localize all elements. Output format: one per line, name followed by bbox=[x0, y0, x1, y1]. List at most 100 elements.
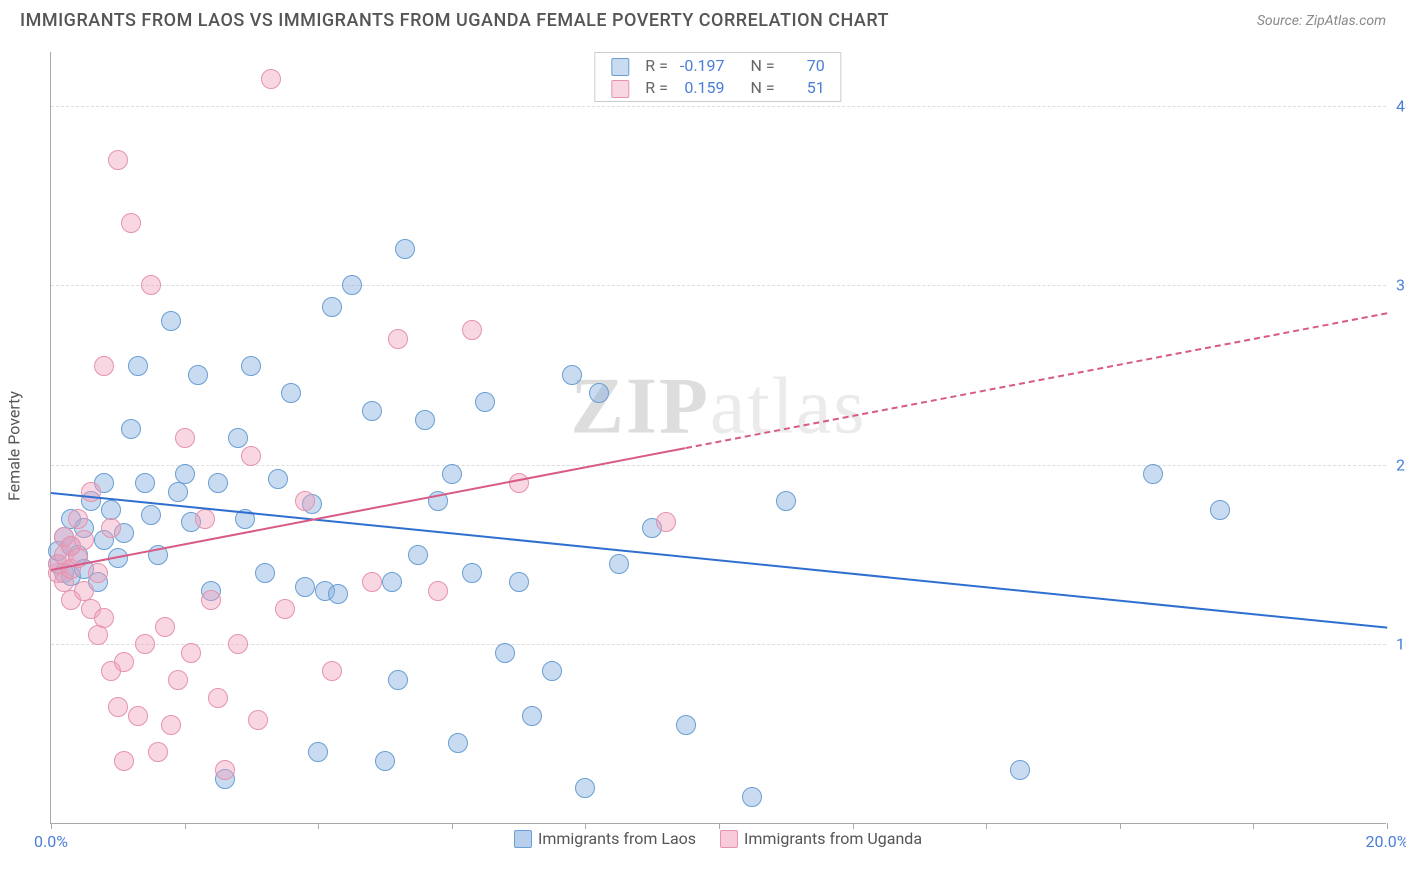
legend-swatch bbox=[611, 80, 629, 98]
x-tick bbox=[452, 823, 453, 829]
scatter-point bbox=[462, 563, 482, 583]
scatter-point bbox=[155, 617, 175, 637]
scatter-point bbox=[121, 213, 141, 233]
x-tick-label: 0.0% bbox=[34, 832, 68, 851]
trend-line bbox=[685, 312, 1387, 449]
scatter-point bbox=[228, 634, 248, 654]
gridline bbox=[51, 106, 1386, 107]
x-tick bbox=[318, 823, 319, 829]
scatter-point bbox=[656, 512, 676, 532]
source-attribution: Source: ZipAtlas.com bbox=[1257, 13, 1386, 29]
chart-area: ZIPatlas 10.0%20.0%30.0%40.0%0.0%20.0% R… bbox=[50, 52, 1386, 824]
legend-N-label: N = bbox=[745, 77, 781, 99]
scatter-point bbox=[382, 572, 402, 592]
scatter-point bbox=[589, 383, 609, 403]
legend-R-label: R = bbox=[639, 55, 674, 77]
scatter-point bbox=[161, 311, 181, 331]
plot-region: ZIPatlas 10.0%20.0%30.0%40.0%0.0%20.0% bbox=[50, 52, 1386, 824]
legend-swatch bbox=[720, 830, 738, 848]
legend-R-value: -0.197 bbox=[674, 55, 731, 77]
scatter-point bbox=[248, 710, 268, 730]
x-tick bbox=[986, 823, 987, 829]
scatter-point bbox=[362, 572, 382, 592]
scatter-point bbox=[308, 742, 328, 762]
scatter-point bbox=[575, 778, 595, 798]
scatter-point bbox=[241, 356, 261, 376]
scatter-point bbox=[281, 383, 301, 403]
scatter-point bbox=[562, 365, 582, 385]
scatter-point bbox=[208, 688, 228, 708]
trend-line bbox=[51, 492, 1387, 629]
scatter-point bbox=[428, 581, 448, 601]
scatter-point bbox=[175, 428, 195, 448]
scatter-point bbox=[342, 275, 362, 295]
scatter-point bbox=[81, 482, 101, 502]
scatter-point bbox=[228, 428, 248, 448]
scatter-point bbox=[148, 742, 168, 762]
legend-label: Immigrants from Uganda bbox=[744, 829, 922, 848]
scatter-point bbox=[68, 509, 88, 529]
watermark: ZIPatlas bbox=[571, 361, 867, 452]
scatter-point bbox=[268, 469, 288, 489]
scatter-point bbox=[542, 661, 562, 681]
legend-label: Immigrants from Laos bbox=[538, 829, 696, 848]
scatter-point bbox=[776, 491, 796, 511]
scatter-point bbox=[108, 150, 128, 170]
scatter-point bbox=[114, 751, 134, 771]
scatter-point bbox=[94, 356, 114, 376]
scatter-point bbox=[375, 751, 395, 771]
scatter-point bbox=[509, 572, 529, 592]
scatter-point bbox=[128, 706, 148, 726]
scatter-point bbox=[1210, 500, 1230, 520]
scatter-point bbox=[475, 392, 495, 412]
x-tick bbox=[185, 823, 186, 829]
scatter-point bbox=[168, 670, 188, 690]
legend-stat-row: R =-0.197N =70 bbox=[605, 55, 830, 77]
scatter-point bbox=[362, 401, 382, 421]
scatter-point bbox=[128, 356, 148, 376]
scatter-point bbox=[388, 329, 408, 349]
scatter-point bbox=[322, 297, 342, 317]
scatter-point bbox=[295, 577, 315, 597]
legend-series: Immigrants from Laos Immigrants from Ugan… bbox=[514, 829, 922, 848]
scatter-point bbox=[742, 787, 762, 807]
legend-N-value: 51 bbox=[781, 77, 831, 99]
scatter-point bbox=[208, 473, 228, 493]
scatter-point bbox=[141, 275, 161, 295]
watermark-bold: ZIP bbox=[571, 362, 710, 450]
legend-stats: R =-0.197N =70R =0.159N =51 bbox=[594, 52, 841, 102]
scatter-point bbox=[1010, 760, 1030, 780]
scatter-point bbox=[322, 661, 342, 681]
scatter-point bbox=[175, 464, 195, 484]
scatter-point bbox=[442, 464, 462, 484]
gridline bbox=[51, 644, 1386, 645]
legend-item: Immigrants from Laos bbox=[514, 829, 696, 848]
scatter-point bbox=[215, 760, 235, 780]
legend-R-label: R = bbox=[639, 77, 674, 99]
scatter-point bbox=[121, 419, 141, 439]
y-tick-label: 30.0% bbox=[1396, 276, 1406, 295]
legend-swatch bbox=[514, 830, 532, 848]
scatter-point bbox=[168, 482, 188, 502]
scatter-point bbox=[609, 554, 629, 574]
y-tick-label: 20.0% bbox=[1396, 455, 1406, 474]
x-tick bbox=[1387, 823, 1388, 829]
scatter-point bbox=[328, 584, 348, 604]
scatter-point bbox=[1143, 464, 1163, 484]
scatter-point bbox=[462, 320, 482, 340]
legend-N-value: 70 bbox=[781, 55, 831, 77]
scatter-point bbox=[188, 365, 208, 385]
scatter-point bbox=[522, 706, 542, 726]
scatter-point bbox=[101, 518, 121, 538]
scatter-point bbox=[255, 563, 275, 583]
x-tick-label: 20.0% bbox=[1366, 832, 1406, 851]
y-tick-label: 10.0% bbox=[1396, 635, 1406, 654]
y-tick-label: 40.0% bbox=[1396, 96, 1406, 115]
scatter-point bbox=[261, 69, 281, 89]
scatter-point bbox=[241, 446, 261, 466]
legend-swatch bbox=[611, 58, 629, 76]
x-tick bbox=[1120, 823, 1121, 829]
scatter-point bbox=[495, 643, 515, 663]
scatter-point bbox=[141, 505, 161, 525]
gridline bbox=[51, 285, 1386, 286]
